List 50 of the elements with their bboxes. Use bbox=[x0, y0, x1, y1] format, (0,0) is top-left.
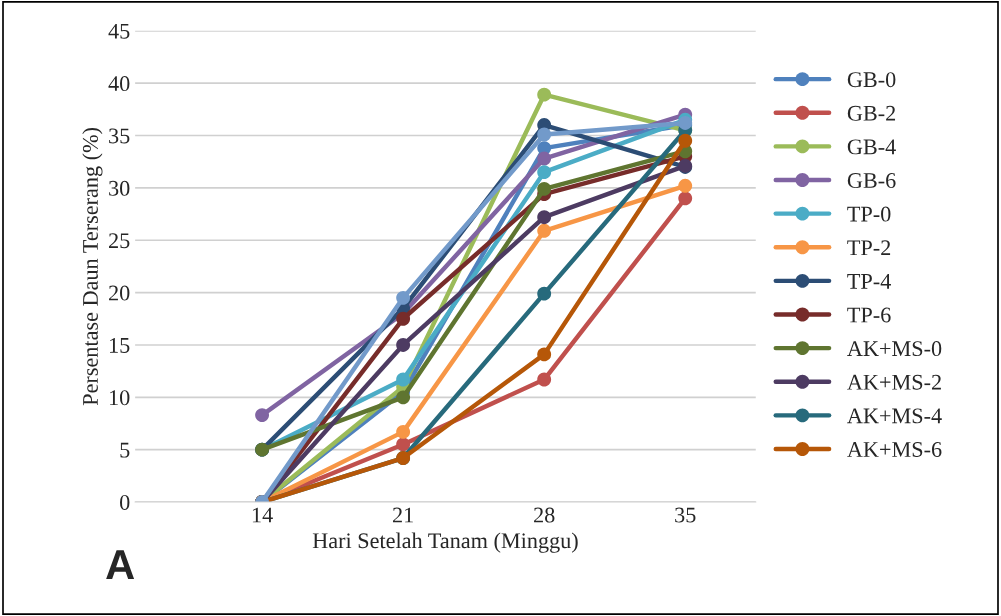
x-tick-label: 28 bbox=[534, 507, 555, 523]
point bbox=[396, 390, 411, 405]
y-tick-label: 0 bbox=[120, 494, 130, 510]
point bbox=[396, 290, 411, 305]
legend-label: AK+MS-6 bbox=[847, 442, 942, 457]
point bbox=[537, 286, 552, 301]
legend-label: AK+MS-0 bbox=[847, 341, 942, 357]
y-tick-label: 40 bbox=[108, 76, 130, 92]
legend-label: AK+MS-4 bbox=[847, 408, 942, 424]
point bbox=[537, 165, 552, 180]
point bbox=[396, 338, 411, 352]
x-axis-title: Hari Setelah Tanam (Minggu) bbox=[312, 532, 578, 553]
y-tick-label: 35 bbox=[109, 128, 130, 144]
point bbox=[255, 408, 270, 423]
point bbox=[537, 151, 552, 166]
point bbox=[678, 178, 693, 193]
point bbox=[396, 424, 411, 439]
point bbox=[537, 210, 552, 225]
point bbox=[396, 311, 411, 326]
y-tick-label: 30 bbox=[109, 180, 130, 196]
text: A bbox=[106, 550, 135, 580]
point bbox=[537, 223, 552, 238]
point bbox=[537, 127, 552, 142]
x-tick-label: 35 bbox=[675, 507, 696, 523]
point bbox=[678, 133, 693, 148]
legend-label: GB-0 bbox=[847, 72, 896, 88]
point bbox=[537, 87, 552, 102]
y-tick-label: 15 bbox=[110, 338, 130, 353]
point bbox=[537, 372, 552, 387]
x-tick-label: 21 bbox=[392, 507, 413, 523]
point bbox=[678, 191, 693, 206]
legend-label: TP-6 bbox=[847, 307, 891, 323]
legend-label: GB-2 bbox=[847, 105, 896, 121]
y-tick-label: 25 bbox=[109, 233, 130, 249]
point bbox=[537, 347, 552, 362]
legend-label: GB-6 bbox=[847, 173, 896, 188]
legend-label: GB-4 bbox=[847, 139, 896, 155]
legend-label: TP-4 bbox=[847, 274, 891, 289]
y-axis-title: Persentase Daun Terserang (%) bbox=[82, 128, 103, 406]
y-tick-label: 5 bbox=[120, 442, 130, 458]
y-tick-label: 10 bbox=[110, 390, 130, 406]
legend-label: AK+MS-2 bbox=[847, 374, 941, 390]
x-tick-label: 14 bbox=[252, 507, 273, 523]
legend-label: TP-2 bbox=[847, 240, 891, 256]
point bbox=[537, 181, 552, 196]
y-tick-label: 45 bbox=[108, 23, 130, 39]
point bbox=[396, 372, 411, 387]
point bbox=[396, 437, 411, 452]
y-tick-label: 20 bbox=[109, 285, 130, 301]
legend-label: TP-0 bbox=[847, 206, 891, 222]
